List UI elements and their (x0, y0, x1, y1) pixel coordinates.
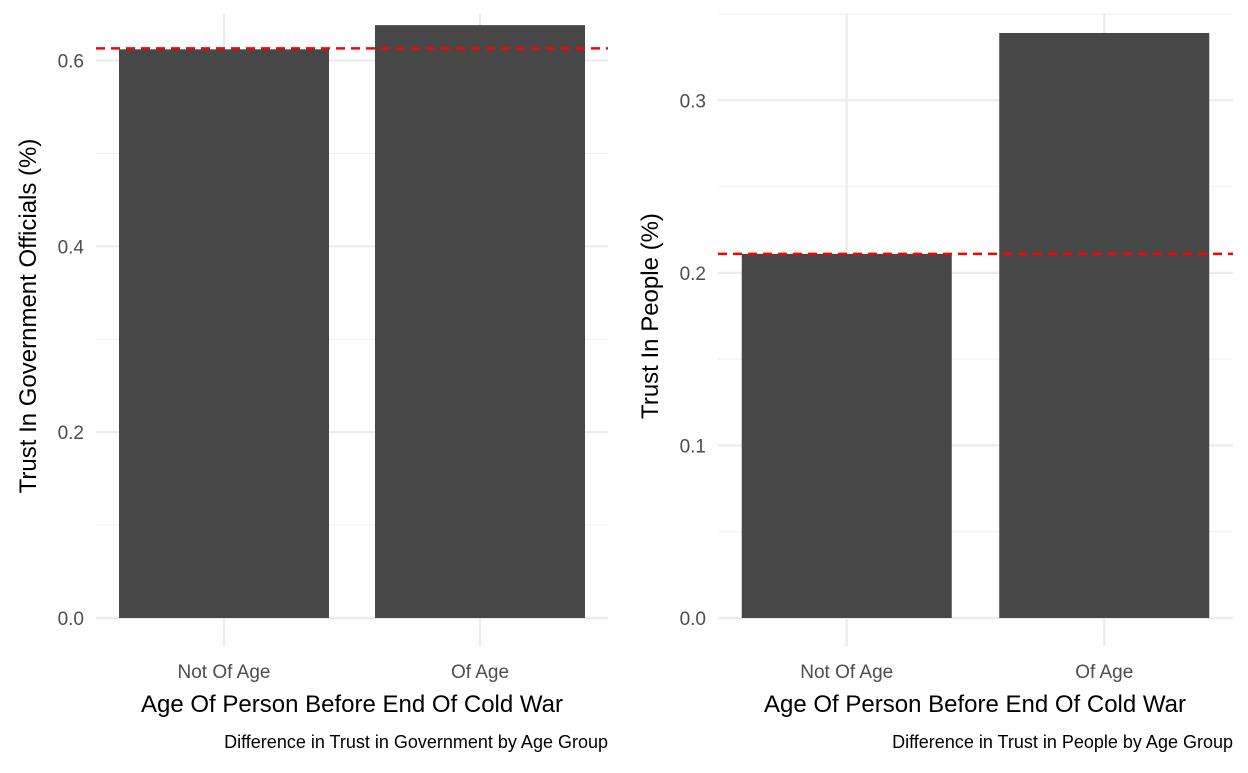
y-tick-label: 0.3 (680, 91, 706, 112)
x-tick-label: Not Of Age (800, 662, 893, 683)
panel-government: 0.0 0.2 0.4 0.6 Not Of Age Of Age Age Of Perso… (15, 14, 608, 752)
y-axis-title: Trust In People (%) (637, 213, 664, 419)
chart-caption: Difference in Trust in Government by Age… (224, 732, 608, 752)
y-tick-label: 0.2 (58, 423, 84, 444)
bar-not-of-age (119, 49, 329, 618)
y-tick-label: 0.1 (680, 436, 706, 457)
x-tick-label: Not Of Age (178, 662, 271, 683)
y-tick-label: 0.0 (58, 609, 84, 630)
x-tick-label: Of Age (1075, 662, 1133, 683)
y-tick-label: 0.6 (58, 51, 84, 72)
bar-not-of-age (741, 253, 952, 619)
x-tick-label: Of Age (451, 662, 509, 683)
y-tick-label: 0.0 (680, 609, 706, 630)
y-tick-label: 0.4 (58, 237, 85, 258)
x-axis-title: Age Of Person Before End Of Cold War (764, 691, 1186, 718)
chart-caption: Difference in Trust in People by Age Gro… (892, 732, 1233, 752)
y-axis-title: Trust In Government Officials (%) (15, 139, 42, 494)
y-tick-label: 0.2 (680, 264, 706, 285)
bar-of-age (375, 25, 585, 619)
panel-people: 0.0 0.1 0.2 0.3 Not Of Age Of Age Age Of Perso… (637, 13, 1233, 752)
x-axis-title: Age Of Person Before End Of Cold War (141, 691, 563, 718)
bar-of-age (999, 32, 1210, 619)
